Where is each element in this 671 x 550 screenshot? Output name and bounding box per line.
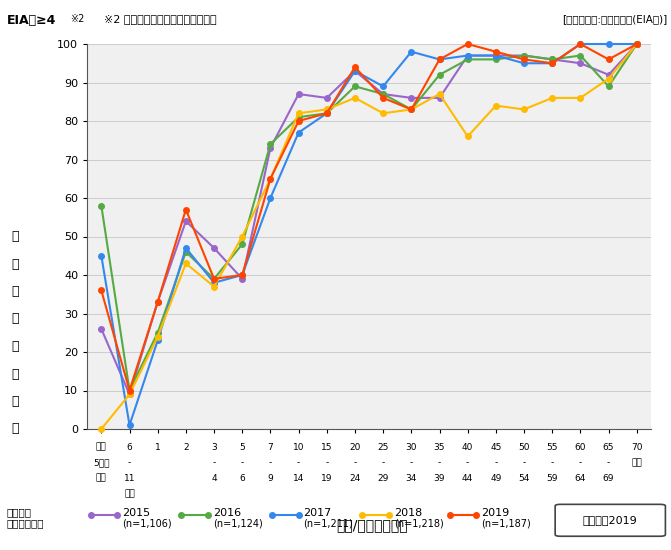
Text: 3: 3 xyxy=(211,443,217,452)
Text: 2015: 2015 xyxy=(122,508,150,518)
Text: 25: 25 xyxy=(378,443,389,452)
Text: 保: 保 xyxy=(11,285,19,298)
Text: 4: 4 xyxy=(211,474,217,482)
Text: -: - xyxy=(523,458,525,467)
Text: 率: 率 xyxy=(11,340,19,353)
Text: -: - xyxy=(495,458,497,467)
Text: -: - xyxy=(354,458,356,467)
Text: 30: 30 xyxy=(405,443,417,452)
Text: 39: 39 xyxy=(433,474,446,482)
Text: ※2: ※2 xyxy=(70,14,85,24)
Text: 9: 9 xyxy=(268,474,273,482)
Text: (n=1,211): (n=1,211) xyxy=(303,519,353,529)
Text: 以上: 以上 xyxy=(631,458,642,467)
Text: 1: 1 xyxy=(155,443,160,452)
Text: 体: 体 xyxy=(11,257,19,271)
Text: EIA価≥4: EIA価≥4 xyxy=(7,14,56,27)
Text: 29: 29 xyxy=(378,474,389,482)
Text: 60: 60 xyxy=(574,443,586,452)
Text: 6: 6 xyxy=(240,474,245,482)
Text: 11: 11 xyxy=(123,474,136,482)
Text: 2018: 2018 xyxy=(394,508,422,518)
Text: -: - xyxy=(241,458,244,467)
Text: 50: 50 xyxy=(518,443,530,452)
Text: （対象者数）: （対象者数） xyxy=(7,519,44,529)
Text: 2019: 2019 xyxy=(481,508,509,518)
Text: 44: 44 xyxy=(462,474,473,482)
Text: カ月: カ月 xyxy=(124,489,135,498)
Text: ※2 水痘抗体を保有していると判定: ※2 水痘抗体を保有していると判定 xyxy=(104,14,217,24)
Text: 調査年度: 調査年度 xyxy=(7,508,32,518)
Text: 24: 24 xyxy=(350,474,360,482)
Text: 69: 69 xyxy=(603,474,615,482)
Text: 54: 54 xyxy=(519,474,529,482)
Text: ％: ％ xyxy=(11,395,19,408)
Text: （: （ xyxy=(11,367,19,381)
Text: -: - xyxy=(269,458,272,467)
Text: -: - xyxy=(579,458,582,467)
Text: 年齢/年齢群（歳）: 年齢/年齢群（歳） xyxy=(337,518,408,532)
Text: 5カ月: 5カ月 xyxy=(93,458,109,467)
Text: -: - xyxy=(410,458,413,467)
Text: -: - xyxy=(466,458,469,467)
Text: 20: 20 xyxy=(350,443,360,452)
Text: 55: 55 xyxy=(546,443,558,452)
Text: -: - xyxy=(213,458,215,467)
Text: 64: 64 xyxy=(575,474,586,482)
Text: 2017: 2017 xyxy=(303,508,331,518)
Text: 45: 45 xyxy=(491,443,501,452)
Text: 5: 5 xyxy=(240,443,245,452)
Text: 流行予測2019: 流行予測2019 xyxy=(583,515,637,525)
FancyBboxPatch shape xyxy=(555,504,666,536)
Text: 70: 70 xyxy=(631,443,643,452)
Text: 65: 65 xyxy=(603,443,615,452)
Text: (n=1,187): (n=1,187) xyxy=(481,519,531,529)
Text: -: - xyxy=(128,458,131,467)
Text: (n=1,106): (n=1,106) xyxy=(122,519,172,529)
Text: まで: まで xyxy=(96,474,107,482)
Text: 40: 40 xyxy=(462,443,473,452)
Text: ）: ） xyxy=(11,422,19,436)
Text: 生後: 生後 xyxy=(96,443,107,452)
Text: [抗体価測定:酵素免疫法(EIA法)]: [抗体価測定:酵素免疫法(EIA法)] xyxy=(562,14,668,24)
Text: 59: 59 xyxy=(546,474,558,482)
Text: -: - xyxy=(438,458,441,467)
Text: 35: 35 xyxy=(433,443,446,452)
Text: 34: 34 xyxy=(406,474,417,482)
Text: 2016: 2016 xyxy=(213,508,241,518)
Text: 15: 15 xyxy=(321,443,333,452)
Text: -: - xyxy=(607,458,610,467)
Text: 抗: 抗 xyxy=(11,230,19,243)
Text: 19: 19 xyxy=(321,474,333,482)
Text: -: - xyxy=(551,458,554,467)
Text: (n=1,218): (n=1,218) xyxy=(394,519,444,529)
Text: 7: 7 xyxy=(268,443,273,452)
Text: 10: 10 xyxy=(293,443,305,452)
Text: 有: 有 xyxy=(11,312,19,326)
Text: -: - xyxy=(325,458,328,467)
Text: -: - xyxy=(297,458,300,467)
Text: 49: 49 xyxy=(491,474,501,482)
Text: -: - xyxy=(382,458,384,467)
Text: 2: 2 xyxy=(183,443,189,452)
Text: 6: 6 xyxy=(127,443,132,452)
Text: (n=1,124): (n=1,124) xyxy=(213,519,262,529)
Text: 14: 14 xyxy=(293,474,304,482)
